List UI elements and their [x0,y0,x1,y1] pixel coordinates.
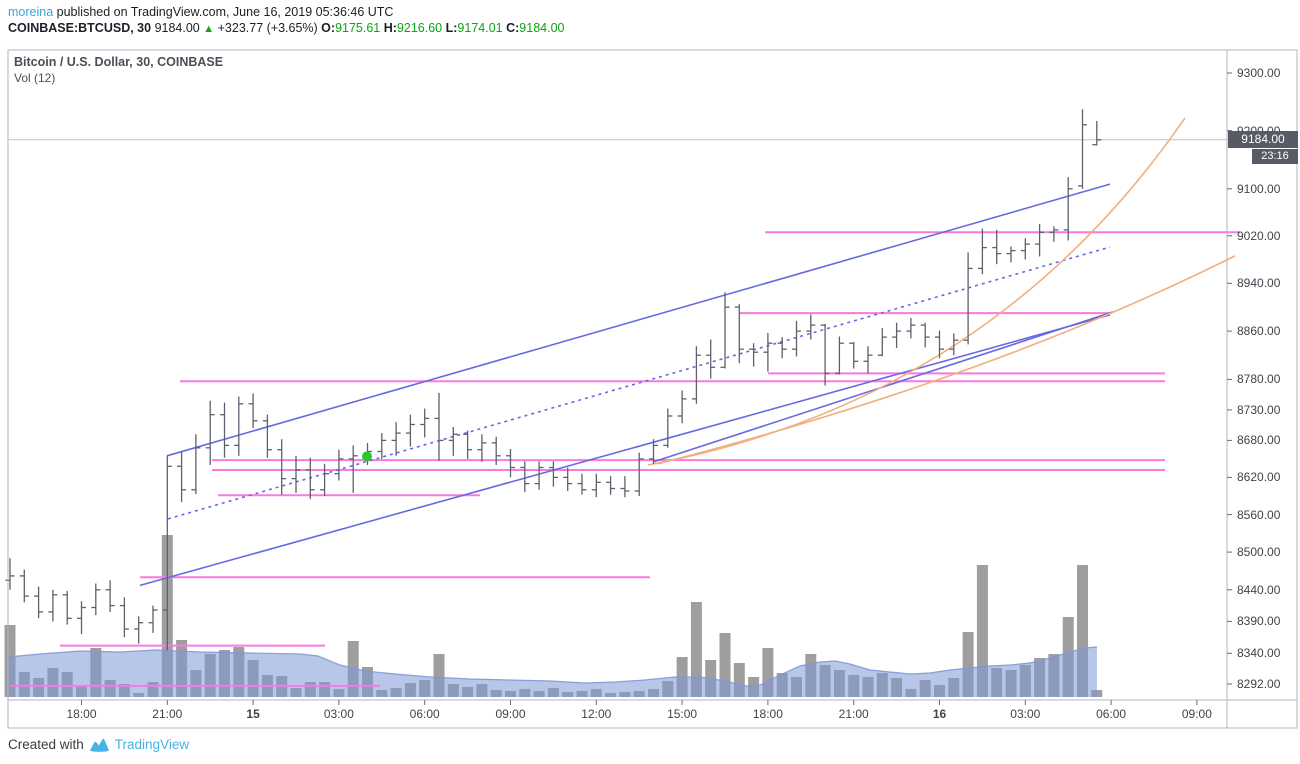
volume-indicator-label[interactable]: Vol (12) [14,71,56,85]
open-value: 9175.61 [335,21,381,35]
trend-channel-lines [139,183,1114,587]
publish-info-line: moreina published on TradingView.com, Ju… [8,5,393,19]
close-label: C: [506,21,520,35]
price-tick-label: 8860.00 [1237,324,1281,339]
volume-ma-area [7,646,1098,697]
time-tick-label: 06:00 [1096,707,1127,721]
price-tick-label: 8730.00 [1237,402,1281,417]
chart-borders [7,49,1298,729]
last-price: 9184.00 [154,21,200,35]
time-tick-label: 03:00 [1010,707,1041,721]
high-value: 9216.60 [396,21,443,35]
price-tick-label: 8940.00 [1237,276,1281,291]
price-tick-label: 8780.00 [1237,372,1281,387]
price-tick-label: 8440.00 [1237,582,1281,597]
symbol-name: COINBASE:BTCUSD, 30 [8,21,152,35]
time-tick-label: 15:00 [667,707,698,721]
price-change: +323.77 (+3.65%) [217,21,318,35]
ohlc-bars [5,109,1102,651]
price-tick-label: 8620.00 [1237,470,1281,485]
price-tick-label: 9020.00 [1237,228,1281,243]
horizontal-level-lines [10,231,1240,687]
price-tick-label: 8340.00 [1237,646,1281,661]
time-tick-label: 21:00 [838,707,869,721]
time-tick-label: 09:00 [495,707,526,721]
low-value: 9174.01 [457,21,503,35]
time-tick-label: 15 [246,707,260,721]
created-with-text: Created with [8,737,84,752]
current-price-badge: 9184.00 [1228,131,1298,148]
high-label: H: [383,21,397,35]
open-label: O: [321,21,336,35]
low-label: L: [445,21,458,35]
price-tick-label: 9300.00 [1237,66,1281,80]
username-link[interactable]: moreina [8,5,54,19]
price-tick-label: 8560.00 [1237,507,1281,522]
price-tick-label: 8680.00 [1237,433,1281,448]
close-value: 9184.00 [519,21,565,35]
footer-attribution: Created with TradingView [8,737,189,752]
published-text: published on TradingView.com, June 16, 2… [56,5,394,19]
tradingview-brand-link[interactable]: TradingView [114,737,190,752]
time-tick-label: 16 [932,707,947,721]
time-tick-label: 18:00 [66,707,97,721]
price-tick-label: 9100.00 [1237,181,1281,196]
time-tick-label: 06:00 [409,707,440,721]
bar-countdown-badge: 23:16 [1252,149,1298,164]
time-tick-label: 18:00 [752,707,783,721]
symbol-quote-line: COINBASE:BTCUSD, 30 9184.00 ▲ +323.77 (+… [8,21,564,35]
time-tick-label: 21:00 [152,707,183,721]
price-tick-label: 8292.00 [1237,677,1281,691]
axis-tick-marks [81,72,1232,705]
time-tick-label: 03:00 [323,707,354,721]
time-tick-label: 09:00 [1181,707,1212,721]
up-arrow-icon: ▲ [203,23,215,35]
price-tick-label: 8500.00 [1237,545,1281,560]
time-tick-label: 12:00 [581,707,612,721]
tradingview-logo-icon[interactable] [89,737,110,752]
chart-title: Bitcoin / U.S. Dollar, 30, COINBASE [14,55,224,69]
price-tick-label: 8390.00 [1237,614,1281,629]
green-marker-dot[interactable] [362,451,372,462]
